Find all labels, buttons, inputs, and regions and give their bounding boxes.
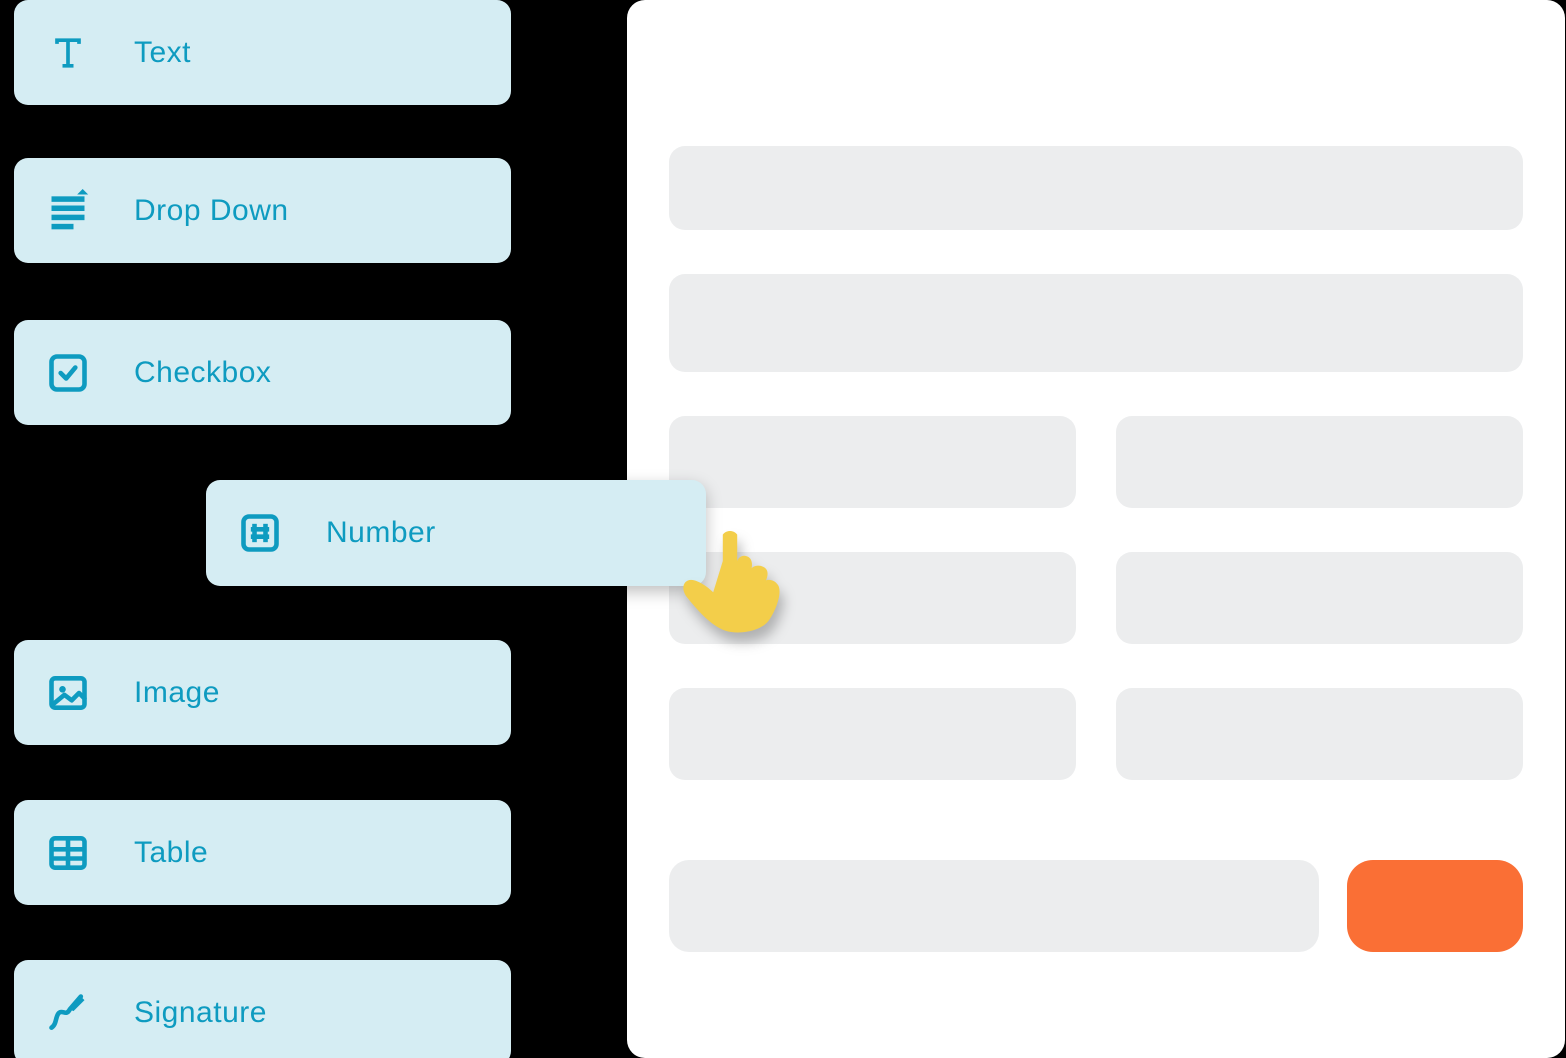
form-field-placeholder[interactable] [669,146,1523,230]
palette-item-label: Image [134,676,220,710]
palette-item-text[interactable]: Text [14,0,511,105]
form-footer-input-placeholder[interactable] [669,860,1319,952]
form-field-placeholder[interactable] [669,688,1076,780]
form-row [669,416,1523,508]
form-field-placeholder[interactable] [1116,552,1523,644]
palette-item-table[interactable]: Table [14,800,511,905]
dropdown-icon [38,189,98,233]
palette-item-label: Signature [134,996,267,1030]
form-field-placeholder[interactable] [1116,688,1523,780]
form-field-placeholder[interactable] [669,416,1076,508]
drag-cursor-icon [670,525,790,645]
form-field-placeholder[interactable] [669,274,1523,372]
checkbox-icon [38,351,98,395]
palette-item-label: Text [134,36,191,70]
palette-item-label: Table [134,836,208,870]
number-icon [230,511,290,555]
form-row [669,688,1523,780]
palette-item-label: Number [326,516,436,550]
palette-item-signature[interactable]: Signature [14,960,511,1058]
form-footer-row [669,860,1523,952]
text-icon [38,31,98,75]
form-submit-button-placeholder[interactable] [1347,860,1523,952]
form-field-placeholder[interactable] [1116,416,1523,508]
palette-item-number-dragging[interactable]: Number [206,480,706,586]
signature-icon [38,991,98,1035]
form-row [669,552,1523,644]
palette-item-label: Drop Down [134,194,289,228]
image-icon [38,671,98,715]
palette-item-dropdown[interactable]: Drop Down [14,158,511,263]
table-icon [38,831,98,875]
palette-item-label: Checkbox [134,356,271,390]
palette-item-checkbox[interactable]: Checkbox [14,320,511,425]
form-builder-stage: Text Drop Down Checkbox [0,0,1566,1058]
palette-item-image[interactable]: Image [14,640,511,745]
